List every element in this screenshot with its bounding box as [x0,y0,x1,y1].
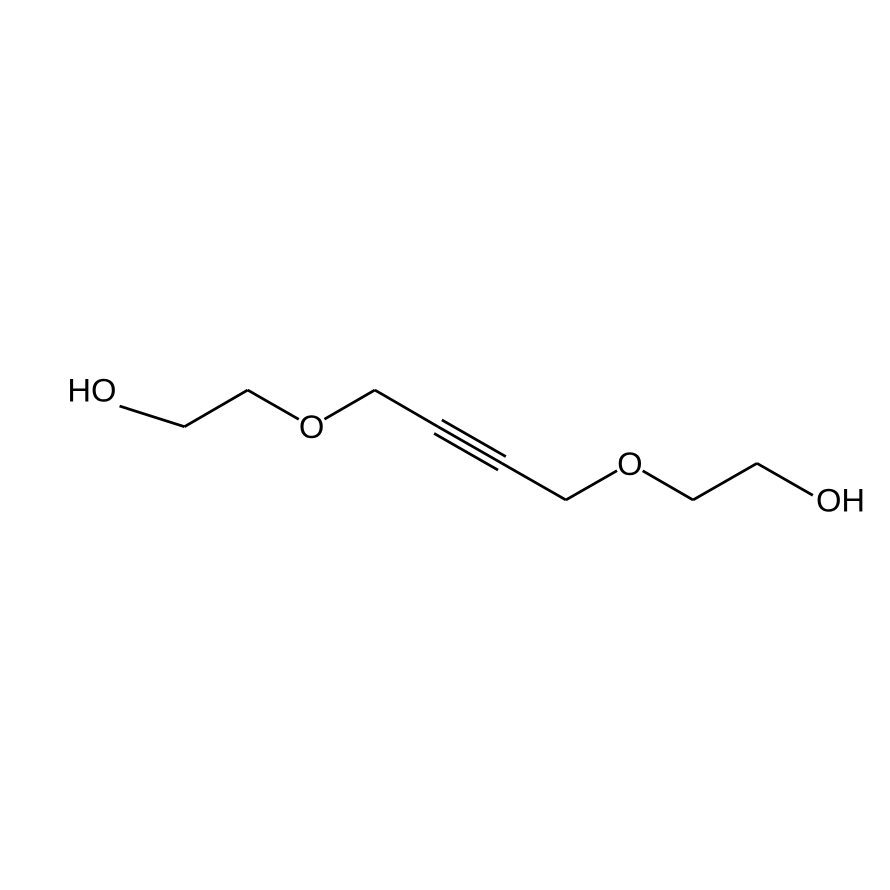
bond [184,390,247,427]
chemical-structure-svg: HO O O OH [0,0,890,890]
bond [502,463,566,500]
atom-label: O [617,445,642,482]
bond [693,463,757,500]
bond [566,471,617,500]
bond [324,390,374,419]
bond [248,390,299,419]
bond [434,433,498,470]
bond [375,390,438,427]
atom-label: HO [67,372,116,409]
bond [757,463,813,495]
bond [442,420,506,457]
atom-label: OH [816,481,865,518]
bond [438,427,502,464]
atom-label: O [299,408,324,445]
bond [120,406,185,427]
bond [643,471,693,500]
